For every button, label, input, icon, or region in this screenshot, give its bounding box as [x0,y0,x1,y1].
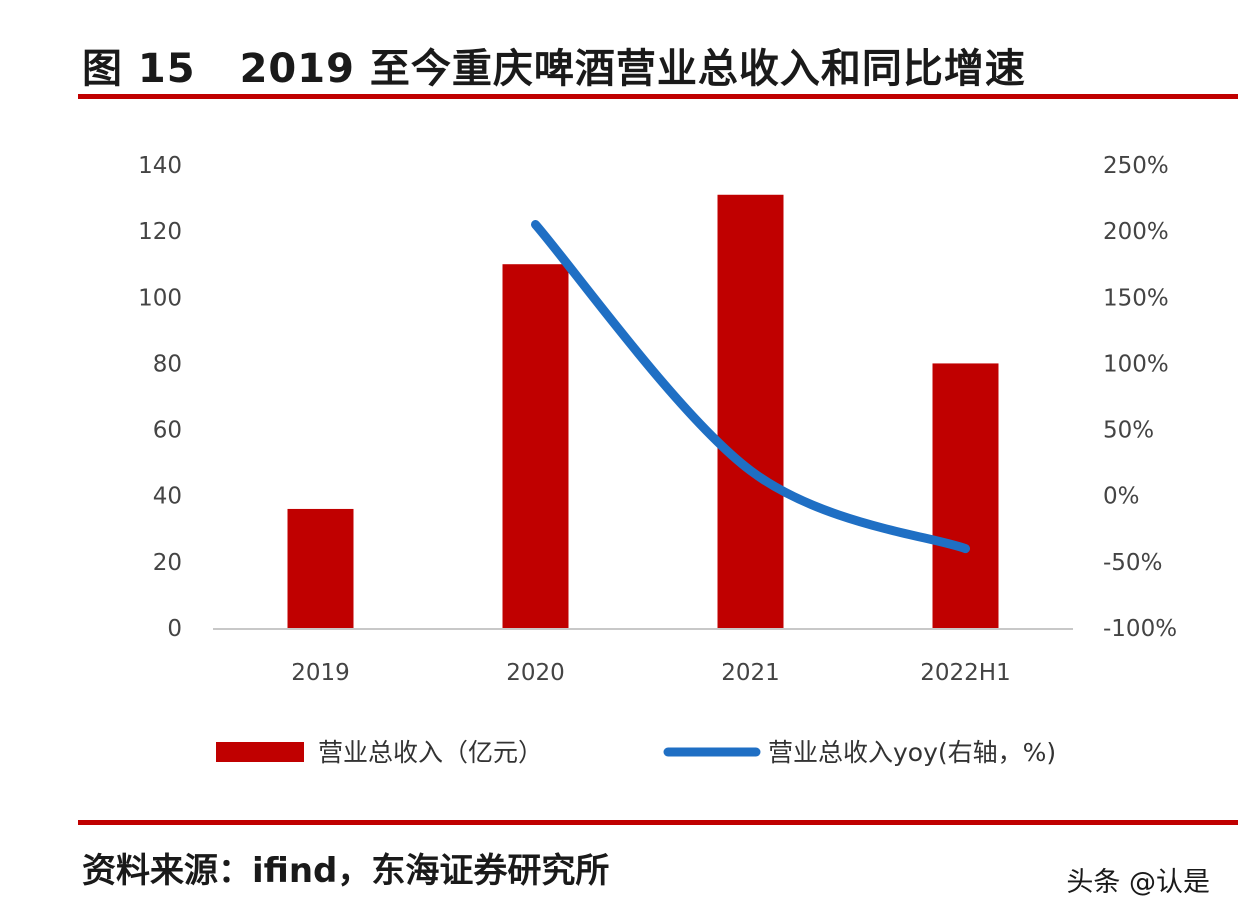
yoy-line [531,220,970,554]
y2-tick-label: 150% [1103,285,1169,311]
x-tick-label: 2022H1 [920,660,1010,686]
figure-title: 图 15 2019 至今重庆啤酒营业总收入和同比增速 [82,36,1026,94]
x-tick-label: 2020 [506,660,565,686]
bar-2019 [287,508,354,628]
y-tick-label: 0 [167,616,182,642]
top-red-rule [78,94,1238,99]
y-tick-label: 100 [138,285,182,311]
x-tick-label: 2021 [721,660,780,686]
y-tick-label: 120 [138,219,182,245]
bar-2022H1 [932,363,999,628]
legend-bar-swatch [216,742,304,762]
y-tick-label: 20 [153,550,182,576]
y-tick-label: 40 [153,484,182,510]
y2-tick-label: -100% [1103,616,1177,642]
figure-number: 图 15 [82,46,196,92]
y2-tick-label: 0% [1103,484,1140,510]
watermark: 头条 @认是 [1066,867,1210,898]
y2-tick-label: 250% [1103,153,1169,179]
bar-2021 [717,194,784,628]
bar-2020 [502,264,569,628]
x-tick-label: 2019 [291,660,350,686]
bottom-red-rule [78,820,1238,825]
y2-tick-label: 50% [1103,418,1154,444]
source-note: 资料来源：ifind，东海证券研究所 [82,851,610,891]
y-tick-label: 60 [153,418,182,444]
y-tick-label: 80 [153,351,182,377]
y2-tick-label: 200% [1103,219,1169,245]
y2-tick-label: 100% [1103,351,1169,377]
y2-tick-label: -50% [1103,550,1162,576]
y-tick-label: 140 [138,153,182,179]
legend-bar-label: 营业总收入（亿元） [318,738,543,767]
legend-line-label: 营业总收入yoy(右轴，%) [768,738,1056,767]
figure-title-text: 2019 至今重庆啤酒营业总收入和同比增速 [239,46,1026,92]
